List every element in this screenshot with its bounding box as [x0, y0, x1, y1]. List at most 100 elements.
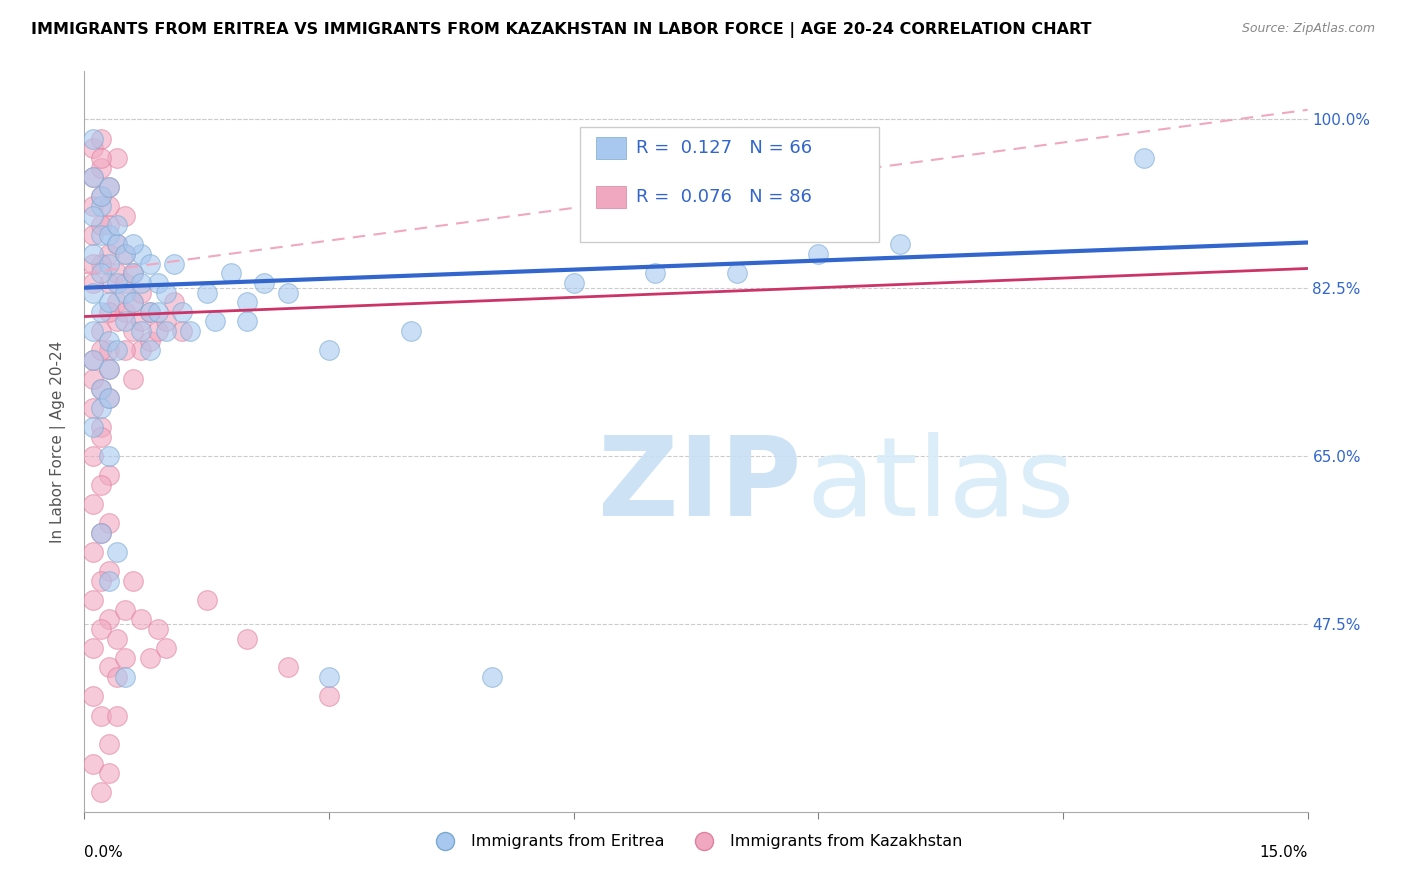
Point — [105, 314, 128, 328]
Point — [97, 257, 120, 271]
Point — [90, 382, 112, 396]
Text: R =  0.076   N = 86: R = 0.076 N = 86 — [636, 188, 811, 206]
Point — [163, 295, 186, 310]
Point — [131, 612, 153, 626]
Point — [90, 218, 112, 232]
Point — [97, 199, 120, 213]
Point — [97, 276, 120, 290]
Point — [97, 565, 120, 579]
Point — [97, 362, 120, 376]
Point — [807, 247, 830, 261]
Point — [82, 641, 104, 656]
Point — [318, 670, 340, 684]
Point — [195, 285, 218, 300]
Point — [90, 574, 112, 588]
Point — [90, 478, 112, 492]
Point — [97, 179, 120, 194]
Point — [97, 449, 120, 463]
Point — [97, 343, 120, 358]
Point — [114, 670, 136, 684]
Point — [138, 304, 160, 318]
Point — [204, 314, 226, 328]
Point — [90, 525, 112, 540]
Point — [82, 247, 104, 261]
Point — [97, 295, 120, 310]
Point — [82, 209, 104, 223]
Point — [97, 179, 120, 194]
Text: R =  0.127   N = 66: R = 0.127 N = 66 — [636, 138, 813, 157]
Point — [90, 382, 112, 396]
Point — [90, 343, 112, 358]
Point — [97, 218, 120, 232]
Point — [82, 324, 104, 338]
Point — [122, 372, 145, 386]
Point — [82, 170, 104, 185]
Point — [82, 593, 104, 607]
Point — [146, 276, 169, 290]
Point — [105, 151, 128, 165]
Text: 0.0%: 0.0% — [84, 846, 124, 861]
Point — [138, 304, 160, 318]
Point — [82, 545, 104, 559]
Point — [90, 131, 112, 145]
Point — [172, 304, 194, 318]
FancyBboxPatch shape — [596, 186, 626, 209]
Point — [90, 189, 112, 203]
Point — [131, 285, 153, 300]
Point — [97, 227, 120, 242]
Point — [105, 237, 128, 252]
Point — [481, 670, 503, 684]
Point — [97, 391, 120, 405]
Point — [105, 670, 128, 684]
Point — [146, 324, 169, 338]
Point — [105, 276, 128, 290]
Point — [114, 247, 136, 261]
Point — [97, 574, 120, 588]
Text: IMMIGRANTS FROM ERITREA VS IMMIGRANTS FROM KAZAKHSTAN IN LABOR FORCE | AGE 20-24: IMMIGRANTS FROM ERITREA VS IMMIGRANTS FR… — [31, 22, 1091, 38]
Point — [105, 237, 128, 252]
Point — [131, 314, 153, 328]
Point — [82, 690, 104, 704]
Point — [90, 324, 112, 338]
Point — [82, 756, 104, 771]
Point — [236, 295, 259, 310]
Point — [82, 497, 104, 511]
Point — [97, 334, 120, 348]
Point — [114, 343, 136, 358]
Point — [105, 266, 128, 280]
Point — [105, 295, 128, 310]
Point — [82, 449, 104, 463]
Point — [889, 237, 911, 252]
Point — [138, 334, 160, 348]
Point — [163, 257, 186, 271]
Point — [146, 622, 169, 636]
Point — [318, 343, 340, 358]
Point — [97, 516, 120, 531]
Point — [82, 170, 104, 185]
Point — [114, 209, 136, 223]
Point — [90, 708, 112, 723]
Point — [131, 276, 153, 290]
Point — [131, 343, 153, 358]
Point — [82, 372, 104, 386]
Text: Source: ZipAtlas.com: Source: ZipAtlas.com — [1241, 22, 1375, 36]
Text: ZIP: ZIP — [598, 433, 801, 540]
Point — [318, 690, 340, 704]
Point — [114, 651, 136, 665]
Point — [195, 593, 218, 607]
Point — [644, 266, 666, 280]
Point — [122, 295, 145, 310]
Point — [82, 285, 104, 300]
Legend: Immigrants from Eritrea, Immigrants from Kazakhstan: Immigrants from Eritrea, Immigrants from… — [423, 828, 969, 855]
Point — [253, 276, 276, 290]
Point — [138, 343, 160, 358]
Point — [82, 352, 104, 367]
Point — [105, 343, 128, 358]
FancyBboxPatch shape — [596, 136, 626, 159]
Point — [179, 324, 201, 338]
Text: atlas: atlas — [806, 433, 1074, 540]
Point — [131, 324, 153, 338]
Point — [90, 257, 112, 271]
Point — [114, 247, 136, 261]
Point — [1133, 151, 1156, 165]
